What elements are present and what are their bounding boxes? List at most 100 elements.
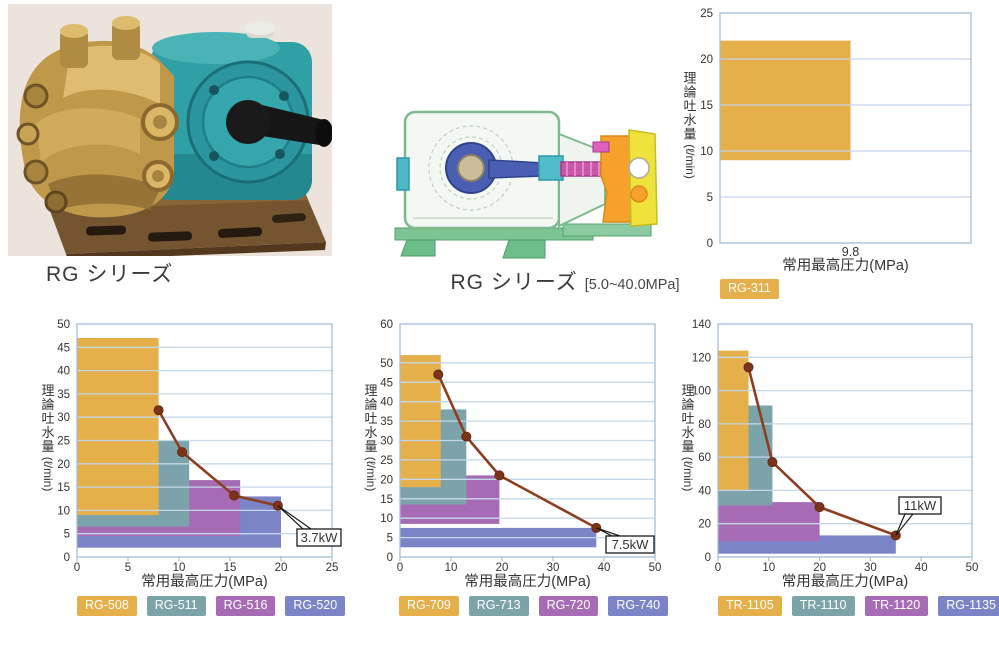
power-label: 11kW (904, 498, 937, 513)
power-line-marker (177, 447, 188, 458)
pump-photo-illustration (8, 4, 333, 260)
svg-text:論: 論 (681, 397, 694, 412)
svg-text:20: 20 (380, 474, 393, 486)
svg-text:水: 水 (41, 425, 54, 440)
power-line-marker (743, 362, 754, 373)
chart-tr1100-legend: TR-1105 TR-1110 TR-1120 RG-1135 (718, 596, 999, 616)
bar-RG-311 (720, 40, 851, 161)
x-tick-labels: 9.8 (842, 245, 859, 259)
svg-text:水: 水 (683, 112, 696, 127)
callout-pointer (895, 513, 915, 536)
legend-RG-511: RG-511 (146, 596, 206, 616)
chart-rg500-series: 0 5 10 15 20 25 30 35 40 45 50 0 5 10 15 20 25 3.7kW 理論吐水量… (30, 314, 352, 626)
chart-rg500-legend: RG-508 RG-511 RG-516 RG-520 (77, 596, 346, 616)
legend-RG-740: RG-740 (608, 596, 669, 616)
legend-TR-1120: TR-1120 (864, 596, 929, 616)
svg-text:0: 0 (397, 562, 403, 574)
svg-text:35: 35 (57, 389, 70, 401)
power-line-marker (814, 502, 825, 513)
svg-text:0: 0 (74, 562, 80, 574)
pump-brass-head (16, 16, 179, 218)
photo-caption: RG シリーズ (46, 263, 174, 286)
svg-text:20: 20 (275, 562, 288, 574)
x-axis-title: 常用最高圧力(MPa) (464, 573, 590, 590)
legend-RG-508: RG-508 (77, 596, 137, 616)
svg-text:30: 30 (864, 562, 877, 574)
svg-text:120: 120 (692, 352, 711, 364)
bar-TR-1105 (718, 350, 749, 491)
y-gridlines (718, 356, 972, 525)
svg-text:50: 50 (380, 358, 393, 370)
svg-text:10: 10 (700, 146, 713, 158)
pump-cutaway-illustration (394, 110, 658, 259)
svg-text:論: 論 (683, 84, 696, 99)
legend-TR-1105: TR-1105 (718, 596, 782, 616)
x-axis-title: 常用最高圧力(MPa) (782, 573, 908, 590)
svg-text:量: 量 (41, 439, 54, 454)
svg-text:30: 30 (57, 412, 70, 424)
svg-text:60: 60 (380, 319, 393, 331)
svg-text:5: 5 (64, 529, 70, 541)
svg-text:水: 水 (681, 425, 694, 440)
plot-border (719, 12, 972, 244)
svg-text:理: 理 (364, 383, 377, 398)
chart-rg700-svg: 0 5 10 15 20 25 30 35 40 45 50 60 0 10 20 30 40 50 7.5kW 理論… (364, 319, 661, 590)
power-line (437, 373, 597, 530)
cutaway-caption-series: RG シリーズ (450, 271, 578, 294)
svg-text:20: 20 (700, 54, 713, 66)
power-label: 7.5kW (612, 537, 650, 552)
power-line-marker (461, 431, 472, 442)
svg-text:40: 40 (57, 366, 70, 378)
svg-text:80: 80 (698, 419, 711, 431)
y-gridlines (77, 346, 332, 535)
y-tick-labels: 0 5 10 15 20 25 (700, 8, 713, 250)
svg-text:10: 10 (762, 562, 775, 574)
svg-text:20: 20 (496, 562, 509, 574)
power-line-marker (767, 457, 778, 468)
callout-pointer (277, 505, 313, 530)
svg-text:50: 50 (57, 319, 70, 331)
svg-text:吐: 吐 (41, 411, 54, 426)
svg-text:35: 35 (380, 416, 393, 428)
svg-text:0: 0 (387, 552, 393, 564)
svg-text:60: 60 (698, 452, 711, 464)
y-gridlines (400, 362, 655, 539)
svg-text:(ℓ/min): (ℓ/min) (41, 457, 55, 492)
svg-text:15: 15 (700, 100, 713, 112)
power-line-marker (494, 470, 505, 481)
svg-text:50: 50 (966, 562, 979, 574)
svg-text:15: 15 (380, 494, 393, 506)
power-label-box (898, 496, 942, 515)
svg-text:25: 25 (380, 455, 393, 467)
svg-text:量: 量 (364, 439, 377, 454)
svg-text:(ℓ/min): (ℓ/min) (681, 457, 695, 492)
legend-RG-520: RG-520 (285, 596, 346, 616)
svg-text:20: 20 (698, 519, 711, 531)
svg-text:40: 40 (915, 562, 928, 574)
svg-text:10: 10 (57, 505, 70, 517)
power-line-marker (433, 369, 444, 380)
legend-RG-516: RG-516 (215, 596, 276, 616)
svg-text:30: 30 (547, 562, 560, 574)
svg-text:40: 40 (698, 485, 711, 497)
svg-text:10: 10 (173, 562, 186, 574)
x-tick-labels: 0 10 20 30 40 50 (715, 557, 979, 574)
svg-text:量: 量 (683, 126, 696, 141)
svg-text:15: 15 (57, 482, 70, 494)
power-line-marker (229, 490, 240, 501)
svg-text:量: 量 (681, 439, 694, 454)
x-axis-title: 常用最高圧力(MPa) (782, 257, 908, 274)
plot-border (399, 323, 656, 558)
legend-TR-1110: TR-1110 (791, 596, 855, 616)
power-line-marker (153, 405, 164, 416)
legend-RG-709: RG-709 (399, 596, 459, 616)
svg-text:0: 0 (715, 562, 721, 574)
svg-text:15: 15 (224, 562, 237, 574)
svg-text:140: 140 (692, 319, 711, 331)
cutaway-conrod (445, 142, 564, 194)
